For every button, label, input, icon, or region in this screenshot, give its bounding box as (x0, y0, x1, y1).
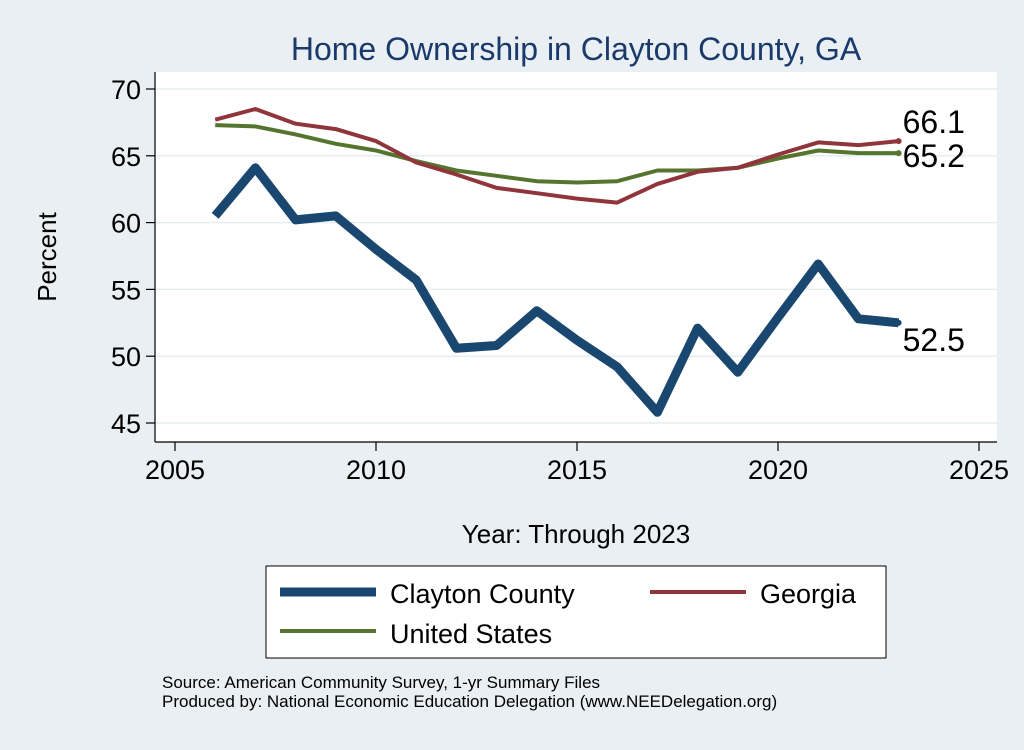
source-note: Source: American Community Survey, 1-yr … (162, 673, 600, 692)
end-point-clayton-county (895, 319, 902, 326)
y-ticks: 45 50 55 60 65 70 (111, 75, 155, 439)
x-tick-label-2025: 2025 (949, 455, 1009, 485)
chart-title: Home Ownership in Clayton County, GA (291, 31, 862, 67)
y-tick-label-45: 45 (111, 409, 141, 439)
x-tick-label-2020: 2020 (748, 455, 808, 485)
series-lines (211, 107, 902, 417)
y-tick-label-70: 70 (111, 75, 141, 105)
end-point-united-states (895, 150, 902, 157)
y-tick-label-55: 55 (111, 275, 141, 305)
x-tick-label-2010: 2010 (346, 455, 406, 485)
y-axis-label: Percent (32, 211, 62, 301)
legend-label-united-states: United States (390, 619, 552, 649)
y-tick-label-65: 65 (111, 142, 141, 172)
series-line-georgia (214, 107, 899, 205)
series-line-clayton-county (211, 163, 900, 417)
y-tick-label-60: 60 (111, 209, 141, 239)
x-tick-label-2015: 2015 (547, 455, 607, 485)
legend-box (265, 565, 887, 659)
x-ticks: 2005 2010 2015 2020 2025 (145, 442, 1009, 485)
legend-label-clayton-county: Clayton County (390, 579, 575, 609)
legend-label-georgia: Georgia (760, 579, 857, 609)
x-axis-label: Year: Through 2023 (462, 519, 690, 549)
x-tick-label-2005: 2005 (145, 455, 205, 485)
y-tick-label-50: 50 (111, 342, 141, 372)
end-labels: 65.266.1 52.5 (903, 104, 965, 358)
produced-by-note: Produced by: National Economic Education… (162, 692, 777, 711)
series-line-united-states (215, 123, 899, 185)
end-label-clayton-county: 52.5 (903, 322, 965, 358)
end-point-georgia (895, 138, 902, 145)
end-label-georgia: 66.1 (903, 104, 965, 140)
end-label-united-states: 65.2 (903, 138, 965, 174)
plot-area (155, 72, 997, 442)
